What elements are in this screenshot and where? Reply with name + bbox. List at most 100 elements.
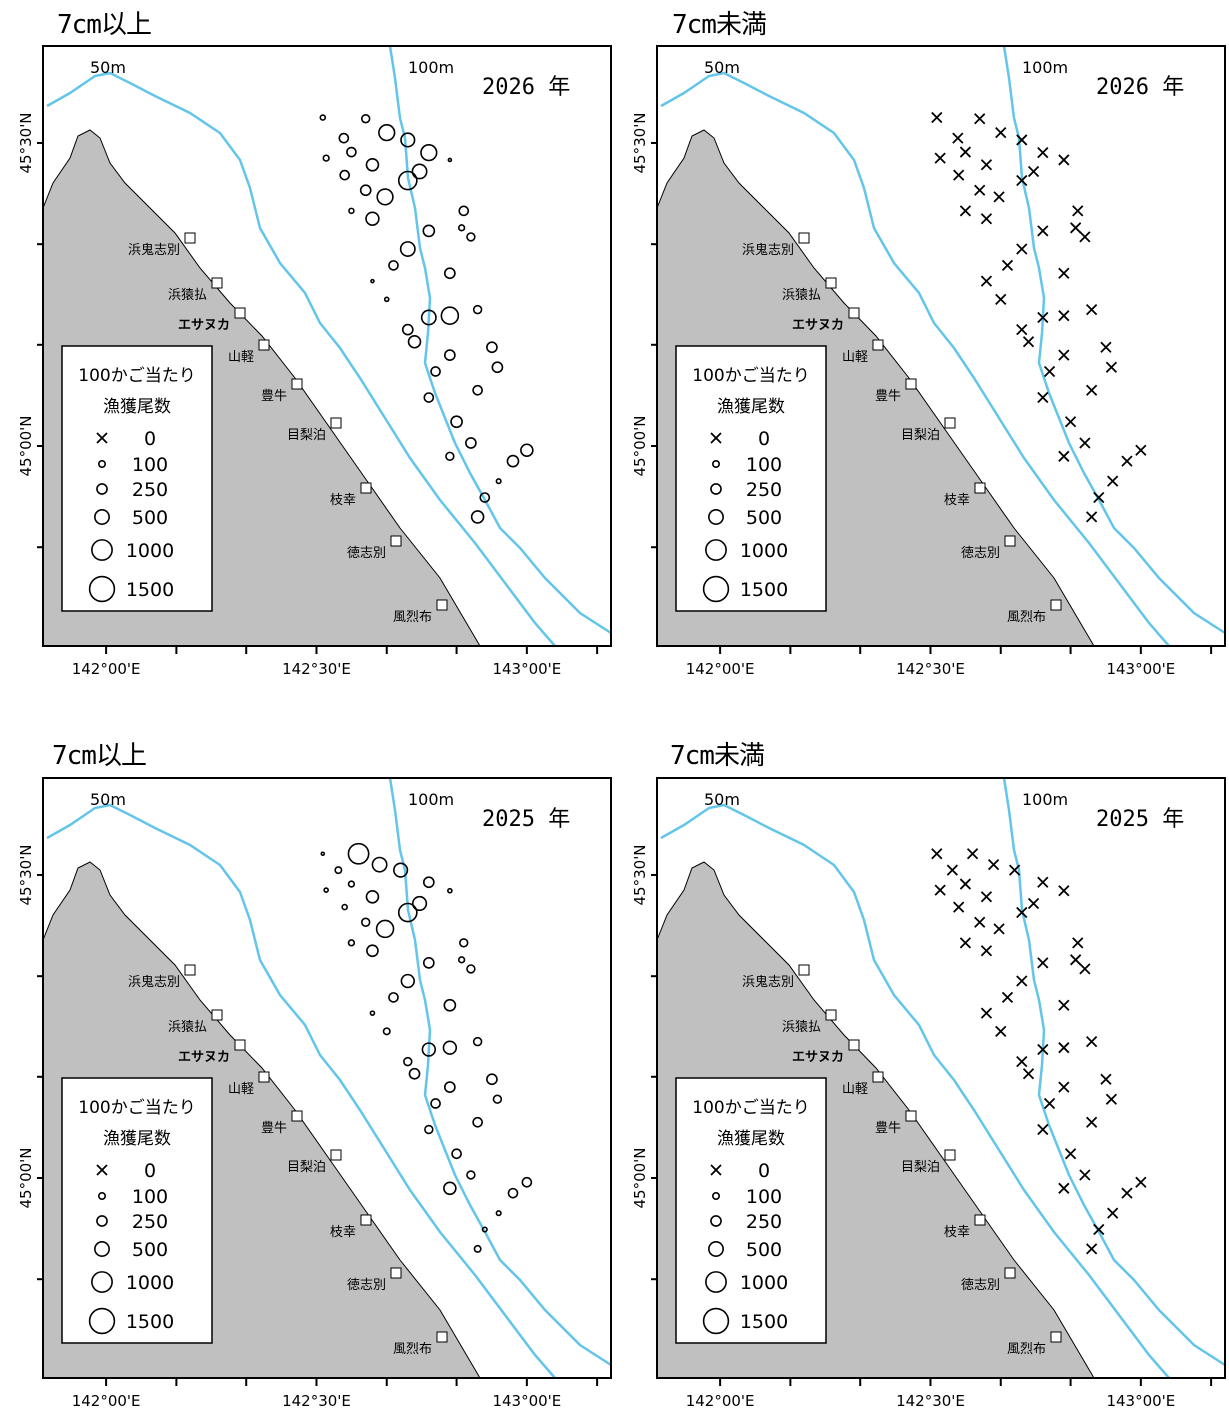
catch-circle xyxy=(521,1176,533,1188)
catch-circle xyxy=(323,887,329,893)
catch-circle xyxy=(382,1027,391,1036)
catch-circle xyxy=(360,917,371,927)
place-marker xyxy=(390,535,402,547)
catch-circle xyxy=(319,114,327,121)
catch-circle xyxy=(411,163,428,180)
catch-zero-cross xyxy=(1037,147,1049,159)
place-label: 枝幸 xyxy=(330,1225,356,1240)
legend-entry-label: 1000 xyxy=(740,540,788,562)
catch-zero-cross xyxy=(1022,1068,1035,1080)
catch-circle xyxy=(359,184,372,197)
catch-zero-cross xyxy=(931,848,943,860)
catch-zero-cross xyxy=(995,1025,1007,1037)
place-label: 浜猿払 xyxy=(782,288,821,303)
catch-zero-cross xyxy=(1058,1081,1070,1093)
place-marker xyxy=(291,1110,303,1122)
catch-zero-cross xyxy=(1079,437,1091,449)
legend-entry-label: 500 xyxy=(132,507,168,529)
legend-circle-symbol xyxy=(702,1307,730,1335)
place-marker xyxy=(258,339,270,351)
catch-circle xyxy=(479,492,491,503)
catch-zero-cross xyxy=(980,891,993,903)
catch-circle xyxy=(397,170,418,191)
catch-circle xyxy=(378,124,396,142)
lon-label: 143°00'E xyxy=(1106,660,1175,678)
map-large-2026: 50m 100m 2026 年 45°30'N 45°00'N 142°00'E 142°3… xyxy=(17,45,612,678)
place-marker xyxy=(872,339,884,351)
legend-entry-label: 500 xyxy=(132,1239,168,1261)
place-label: 浜猿払 xyxy=(168,288,207,303)
legend-cross-symbol xyxy=(96,432,108,444)
depth-contour-50m xyxy=(660,71,1170,647)
catch-circle xyxy=(400,132,416,148)
depth-label-100m: 100m xyxy=(1022,790,1068,809)
place-marker xyxy=(848,307,860,319)
catch-circle xyxy=(445,451,455,462)
catch-circle xyxy=(520,443,534,458)
catch-circle xyxy=(507,1187,519,1199)
depth-contour-100m xyxy=(1002,777,1226,1367)
legend-title: 漁獲尾数 xyxy=(103,397,171,417)
catch-zero-cross xyxy=(1070,954,1082,966)
depth-label-50m: 50m xyxy=(90,790,126,809)
lon-label: 142°30'E xyxy=(896,660,965,678)
catch-zero-cross xyxy=(1001,991,1014,1004)
catch-circle xyxy=(495,478,502,485)
legend-circle-symbol xyxy=(702,575,730,603)
legend-title: 漁獲尾数 xyxy=(103,1129,171,1149)
place-label: エサヌカ xyxy=(178,1050,230,1065)
place-marker xyxy=(1004,1267,1016,1279)
legend-box xyxy=(675,345,827,612)
legend-entry-label: 100 xyxy=(132,1186,168,1208)
depth-contour-50m xyxy=(46,71,556,647)
legend-box xyxy=(61,1077,213,1344)
catch-circle xyxy=(407,334,422,349)
legend-entry-label: 1000 xyxy=(126,1272,174,1294)
catch-zero-cross xyxy=(1027,897,1040,910)
catch-circle xyxy=(376,188,394,206)
place-label: 風烈布 xyxy=(393,610,432,625)
catch-zero-cross xyxy=(966,848,979,860)
legend-box xyxy=(61,345,213,612)
lon-label: 142°00'E xyxy=(72,660,141,678)
lon-label: 143°00'E xyxy=(1106,1392,1175,1410)
place-label: 徳志別 xyxy=(347,546,386,561)
catch-circle xyxy=(506,454,520,468)
place-marker xyxy=(234,1039,246,1051)
map-frame xyxy=(42,777,612,1379)
place-marker xyxy=(798,232,810,244)
panel-title-large-2026: 7cm以上 xyxy=(57,10,152,40)
catch-circle xyxy=(403,1056,413,1067)
catch-circle xyxy=(420,309,437,326)
place-marker xyxy=(1050,1331,1062,1343)
catch-zero-cross xyxy=(959,937,972,949)
catch-circle xyxy=(473,1244,482,1253)
depth-label-100m: 100m xyxy=(408,790,454,809)
place-label: 浜鬼志別 xyxy=(128,242,180,258)
catch-circle xyxy=(401,323,414,336)
place-label: 山軽 xyxy=(842,1082,868,1097)
legend-entry-label: 1000 xyxy=(740,1272,788,1294)
catch-circle xyxy=(486,1073,498,1086)
map-frame xyxy=(656,777,1226,1379)
catch-circle xyxy=(339,169,350,181)
legend-circle-symbol xyxy=(88,575,116,603)
place-marker xyxy=(436,599,448,611)
map-small-2025: 50m 100m 2025 年 45°30'N 45°00'N 142°00'E 142°3… xyxy=(631,777,1226,1410)
catch-zero-cross xyxy=(1085,1243,1098,1255)
place-marker xyxy=(234,307,246,319)
place-marker xyxy=(211,277,223,289)
legend-entry-label: 500 xyxy=(746,1239,782,1261)
place-marker xyxy=(944,417,956,429)
place-label: 枝幸 xyxy=(944,1225,970,1240)
catch-zero-cross xyxy=(1058,1042,1070,1054)
depth-label-100m: 100m xyxy=(408,58,454,77)
legend-circle-symbol xyxy=(91,1271,113,1293)
legend-entry-label: 0 xyxy=(144,1160,156,1182)
place-marker xyxy=(944,1149,956,1161)
catch-zero-cross xyxy=(959,146,972,158)
legend-circle-symbol xyxy=(705,1271,727,1293)
catch-circle xyxy=(338,132,350,144)
catch-zero-cross xyxy=(1058,349,1070,361)
catch-zero-cross xyxy=(1058,154,1070,166)
